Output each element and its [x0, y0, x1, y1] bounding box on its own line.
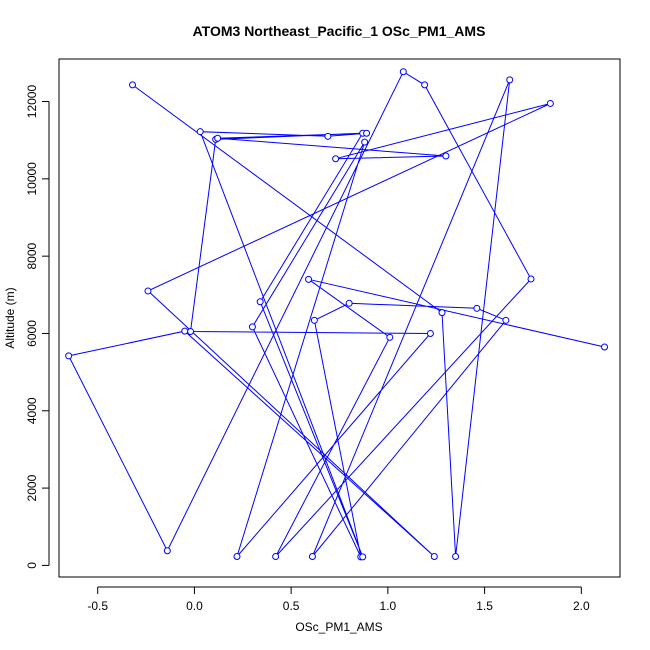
y-tick-label: 6000 [25, 320, 39, 347]
data-point [129, 81, 137, 89]
data-point [361, 138, 369, 146]
data-point [430, 553, 438, 561]
data-point [163, 547, 171, 555]
data-point [196, 128, 204, 136]
data-point [502, 316, 510, 324]
data-point [601, 343, 609, 351]
data-point [359, 553, 367, 561]
x-tick-label: -0.5 [87, 599, 108, 613]
x-axis-label: OSc_PM1_AMS [295, 620, 382, 634]
data-point [233, 553, 241, 561]
data-point [310, 316, 318, 324]
data-point [332, 155, 340, 163]
data-point [187, 328, 195, 336]
data-point [248, 323, 256, 331]
data-point [473, 304, 481, 312]
y-tick-label: 8000 [25, 242, 39, 269]
y-tick-label: 2000 [25, 474, 39, 501]
y-axis: 0 2000 4000 6000 8000 10000 12000 [25, 85, 50, 569]
data-point [144, 287, 152, 295]
data-point [421, 81, 429, 89]
x-tick-label: 0.0 [186, 599, 203, 613]
data-point [438, 309, 446, 317]
data-point [256, 298, 264, 306]
data-point [546, 99, 554, 107]
plot-frame [58, 58, 621, 578]
data-point [181, 327, 189, 335]
y-tick-label: 10000 [25, 162, 39, 196]
x-tick-label: 1.0 [380, 599, 397, 613]
data-point [386, 333, 394, 341]
chart-title: ATOM3 Northeast_Pacific_1 OSc_PM1_AMS [193, 23, 486, 39]
data-point [527, 275, 535, 283]
data-point [272, 553, 280, 561]
data-point [442, 152, 450, 160]
series-layer [65, 68, 609, 561]
series-line [67, 71, 605, 558]
x-axis: -0.5 0.0 0.5 1.0 1.5 2.0 [87, 586, 590, 613]
y-tick-label: 12000 [25, 85, 39, 119]
y-tick-label: 4000 [25, 397, 39, 424]
data-point [506, 76, 514, 84]
data-point [426, 329, 434, 337]
data-point [324, 132, 332, 140]
x-tick-label: 1.5 [476, 599, 493, 613]
y-tick-label: 0 [25, 562, 39, 569]
x-tick-label: 0.5 [283, 599, 300, 613]
data-point [65, 352, 73, 360]
data-point [305, 275, 313, 283]
y-axis-label: Altitude (m) [3, 287, 17, 348]
x-tick-label: 2.0 [573, 599, 590, 613]
data-point [308, 553, 316, 561]
data-point [452, 553, 460, 561]
data-point [214, 134, 222, 142]
data-point [363, 129, 371, 137]
data-point [345, 299, 353, 307]
data-point [399, 68, 407, 76]
